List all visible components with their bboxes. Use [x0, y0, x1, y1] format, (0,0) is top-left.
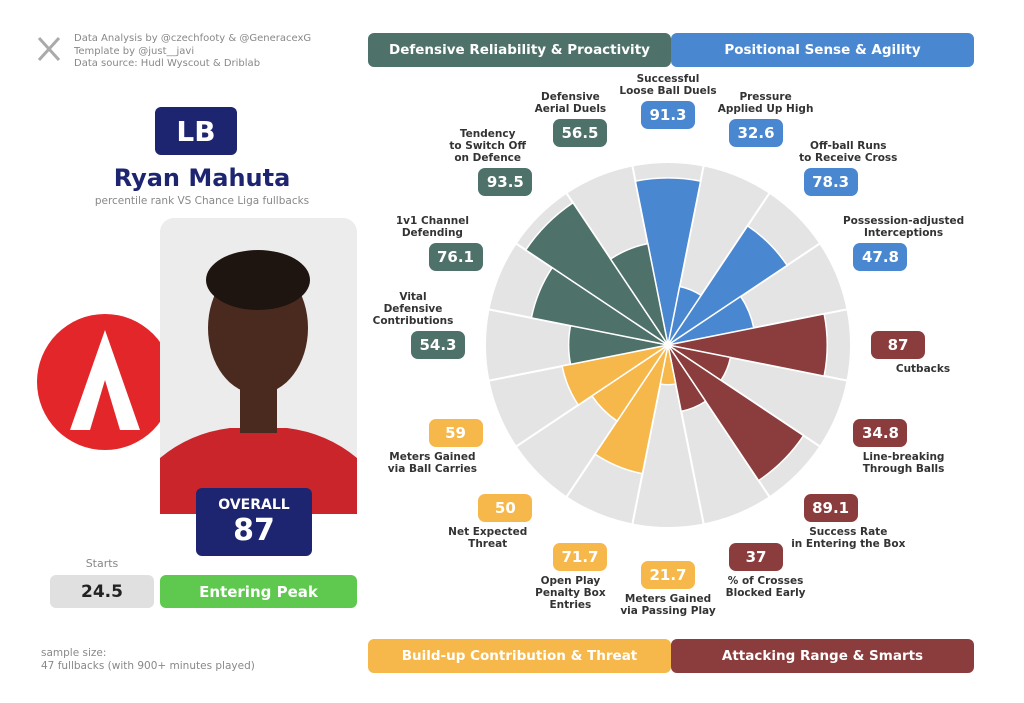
category-label: Successful Loose Ball Duels — [619, 73, 717, 97]
value-badge: 71.7 — [552, 543, 607, 572]
sample-line: 47 fullbacks (with 900+ minutes played) — [41, 660, 255, 672]
group-header: Attacking Range & Smarts — [671, 639, 974, 673]
sample-size: sample size: 47 fullbacks (with 900+ min… — [41, 647, 255, 673]
category-label: Meters Gained via Passing Play — [620, 593, 716, 617]
credits: Data Analysis by @czechfooty & @Generace… — [74, 33, 311, 71]
category-label: Tendency to Switch Off on Defence — [449, 128, 526, 165]
value-badge: 59 — [428, 419, 483, 448]
status: Entering Peak — [160, 575, 357, 608]
category-label: Open Play Penalty Box Entries — [535, 575, 606, 612]
slice-bar — [634, 177, 702, 346]
value-badge: 89.1 — [803, 493, 858, 522]
value-badge: 91.3 — [641, 101, 695, 129]
slice-bar — [594, 344, 669, 475]
value-badge: 34.8 — [853, 419, 908, 448]
overall-box: OVERALL 87 — [196, 488, 312, 556]
credit-line: Data source: Hudl Wyscout & Driblab — [74, 58, 261, 69]
slice-bar — [609, 242, 669, 346]
overall-label: OVERALL — [218, 496, 290, 513]
player-name: Ryan Mahuta — [113, 164, 291, 192]
category-label: Meters Gained via Ball Carries — [387, 451, 478, 476]
x-logo — [37, 36, 61, 62]
category-label: Off-ball Runs to Receive Cross — [799, 140, 898, 165]
category-label: Success Rate in Entering the Box — [791, 525, 906, 550]
value-badge: 54.3 — [411, 331, 465, 359]
category-label: Vital Defensive Contributions — [372, 291, 454, 327]
sample-line: sample size: — [41, 647, 107, 659]
category-label: Pressure Applied Up High — [717, 90, 814, 115]
position-badge: LB — [155, 107, 237, 155]
category-label: Net Expected Threat — [448, 525, 528, 550]
value-badge: 56.5 — [552, 118, 607, 147]
value-badge: 50 — [478, 493, 533, 522]
value-badge: 32.6 — [729, 118, 784, 147]
player-photo — [160, 218, 357, 514]
slice-bar — [667, 313, 828, 377]
group-header: Build-up Contribution & Threat — [368, 639, 671, 673]
slice-bar — [667, 344, 805, 482]
group-header: Positional Sense & Agility — [671, 33, 974, 67]
group-header: Defensive Reliability & Proactivity — [368, 33, 671, 67]
category-label: Line-breaking Through Balls — [862, 451, 945, 476]
credit-line: Data Analysis by @czechfooty & @Generace… — [74, 33, 312, 44]
slice-bar — [561, 344, 669, 407]
subtitle: percentile rank VS Chance Liga fullbacks — [94, 195, 310, 207]
value-badge: 87 — [871, 331, 925, 359]
slice-bar — [667, 224, 789, 346]
starts-value: 24.5 — [50, 575, 154, 608]
slice-bar — [524, 201, 669, 346]
starts-label: Starts — [85, 557, 119, 570]
category-label: 1v1 Channel Defending — [395, 214, 469, 239]
category-label: Possession-adjusted Interceptions — [842, 214, 965, 239]
credit-line: Template by @just__javi — [74, 45, 195, 57]
category-label: % of Crosses Blocked Early — [725, 575, 806, 600]
club-logo — [37, 314, 173, 450]
overall-value: 87 — [233, 512, 275, 548]
category-label: Defensive Aerial Duels — [534, 90, 607, 115]
value-badge: 37 — [729, 543, 784, 572]
slice-bar — [667, 344, 707, 413]
value-badge: 78.3 — [803, 168, 858, 197]
category-label: Cutbacks — [895, 363, 951, 375]
value-badge: 76.1 — [428, 242, 483, 271]
value-badge: 21.7 — [641, 561, 695, 589]
value-badge: 93.5 — [478, 168, 533, 197]
value-badge: 47.8 — [853, 242, 908, 271]
